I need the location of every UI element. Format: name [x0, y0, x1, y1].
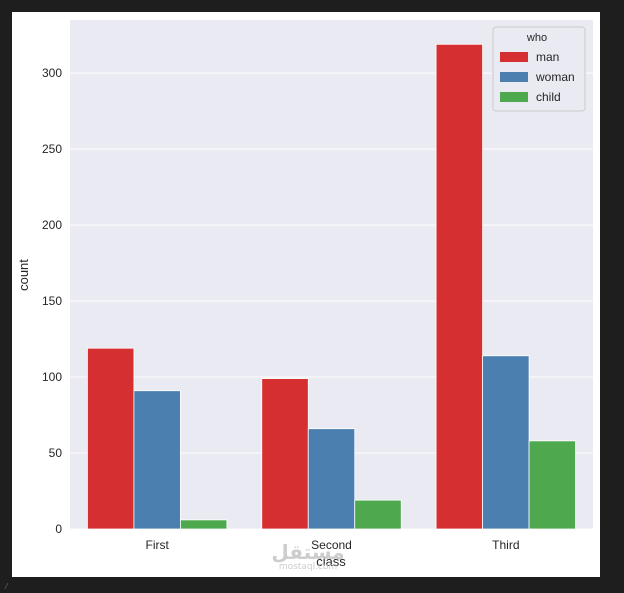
y-tick-label: 200: [42, 218, 62, 232]
bar-child-second: [354, 499, 402, 530]
y-tick-label: 100: [42, 370, 62, 384]
y-tick-label: 0: [55, 522, 62, 536]
corner-mark-icon: ⁄: [6, 582, 8, 591]
bars-group: [87, 43, 576, 530]
legend-entries: man woman child: [500, 50, 575, 104]
y-tick-label: 300: [42, 66, 62, 80]
bar-man-first: [87, 347, 135, 530]
watermark-logo-text: مستقل: [271, 540, 345, 564]
chart-figure: 0 50 100 150 200 250 300 First Second Third coun…: [12, 12, 600, 577]
x-tick-label: First: [146, 538, 170, 552]
legend-label-child: child: [536, 90, 561, 104]
legend-title: who: [526, 32, 547, 44]
legend: who man woman child: [492, 26, 586, 112]
legend-swatch-man: [500, 52, 528, 62]
bar-child-first: [180, 519, 228, 530]
legend-swatch-child: [500, 92, 528, 102]
x-tick-label: Third: [492, 538, 519, 552]
y-tick-labels: 0 50 100 150 200 250 300: [42, 66, 62, 536]
x-tick-labels: First Second Third: [146, 538, 520, 552]
y-tick-label: 50: [49, 446, 63, 460]
bar-chart: 0 50 100 150 200 250 300 First Second Third coun…: [16, 20, 593, 569]
watermark-domain: mostaql.com: [278, 562, 338, 572]
legend-label-man: man: [536, 50, 559, 64]
x-axis-label: class: [316, 554, 346, 569]
y-tick-label: 150: [42, 294, 62, 308]
legend-label-woman: woman: [535, 70, 575, 84]
x-tick-label: Second: [311, 538, 352, 552]
watermark: مستقل mostaql.com: [263, 542, 353, 582]
y-tick-label: 250: [42, 142, 62, 156]
y-axis-label: count: [16, 259, 31, 291]
bar-man-third: [435, 43, 483, 530]
legend-frame: [492, 26, 586, 112]
legend-swatch-woman: [500, 72, 528, 82]
bar-woman-third: [482, 355, 530, 530]
bar-woman-second: [307, 428, 356, 530]
bar-child-third: [528, 440, 576, 530]
bar-man-second: [261, 378, 309, 530]
bar-woman-first: [133, 390, 181, 530]
